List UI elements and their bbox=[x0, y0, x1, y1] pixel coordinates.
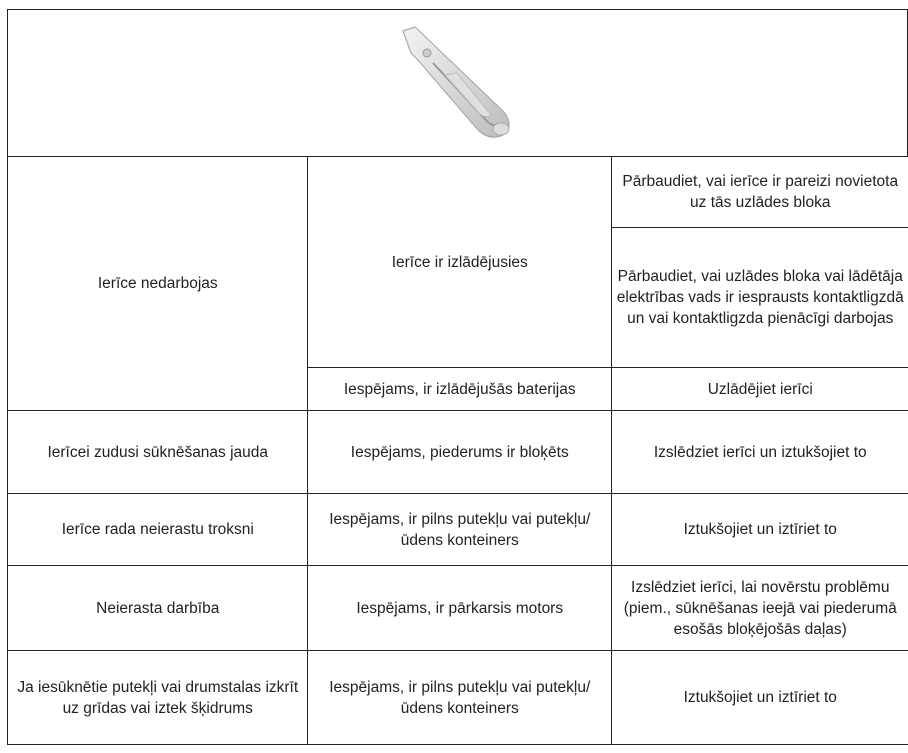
problem-text: Ierīcei zudusi sūknēšanas jauda bbox=[47, 443, 269, 461]
problem: Neierasta darbība bbox=[7, 565, 309, 652]
problem: Ierīce nedarbojas bbox=[7, 156, 309, 412]
solution: Pārbaudiet, vai uzlādes bloka vai lādētā… bbox=[611, 227, 908, 369]
solution: Izslēdziet ierīci un iztukšojiet to bbox=[611, 410, 908, 495]
cause-text: Iespējams, ir izlādējušās baterijas bbox=[343, 380, 576, 398]
cause-text: Iespējams, ir pilns putekļu vai putekļu/… bbox=[329, 678, 591, 717]
cause: Iespējams, ir izlādējušās baterijas bbox=[307, 367, 613, 412]
solution-text: Iztukšojiet un iztīriet to bbox=[683, 521, 837, 539]
solution: Uzlādējiet ierīci bbox=[611, 367, 908, 412]
solution: Izslēdziet ierīci, lai novērstu problēmu… bbox=[611, 565, 908, 652]
solution-text: Pārbaudiet, vai ierīce ir pareizi noviet… bbox=[622, 173, 899, 212]
vacuum-image bbox=[401, 26, 510, 139]
solution-text: Uzlādējiet ierīci bbox=[707, 380, 813, 398]
problem: Ierīcei zudusi sūknēšanas jauda bbox=[7, 410, 309, 495]
cause-text: Iespējams, ir pārkarsis motors bbox=[356, 599, 564, 617]
cause-text: Ierīce ir izlādējusies bbox=[391, 253, 528, 271]
solution-text: Pārbaudiet, vai uzlādes bloka vai lādētā… bbox=[616, 268, 904, 328]
cause: Iespējams, ir pārkarsis motors bbox=[307, 565, 613, 652]
solution-text: Izslēdziet ierīci, lai novērstu problēmu… bbox=[623, 578, 897, 638]
problem: Ierīce rada neierastu troksni bbox=[7, 493, 309, 567]
problem-text: Neierasta darbība bbox=[96, 599, 220, 617]
cause: Iespējams, ir pilns putekļu vai putekļu/… bbox=[307, 493, 613, 567]
solution: Pārbaudiet, vai ierīce ir pareizi noviet… bbox=[611, 156, 908, 229]
problem-text: Ja iesūknētie putekļi vai drumstalas izk… bbox=[17, 678, 299, 717]
solution: Iztukšojiet un iztīriet to bbox=[611, 650, 908, 746]
cause: Ierīce ir izlādējusies bbox=[307, 156, 613, 369]
cause: Iespējams, piederums ir bloķēts bbox=[307, 410, 613, 495]
cause: Iespējams, ir pilns putekļu vai putekļu/… bbox=[307, 650, 613, 746]
cause-text: Iespējams, ir pilns putekļu vai putekļu/… bbox=[329, 510, 591, 549]
solution-text: Izslēdziet ierīci un iztukšojiet to bbox=[653, 443, 867, 461]
problem-text: Ierīce rada neierastu troksni bbox=[61, 521, 254, 539]
problem-text: Ierīce nedarbojas bbox=[97, 275, 218, 293]
solution-text: Iztukšojiet un iztīriet to bbox=[683, 689, 837, 707]
problem: Ja iesūknētie putekļi vai drumstalas izk… bbox=[7, 650, 309, 746]
solution: Iztukšojiet un iztīriet to bbox=[611, 493, 908, 567]
header-image-cell bbox=[7, 9, 908, 158]
cause-text: Iespējams, piederums ir bloķēts bbox=[350, 443, 569, 461]
